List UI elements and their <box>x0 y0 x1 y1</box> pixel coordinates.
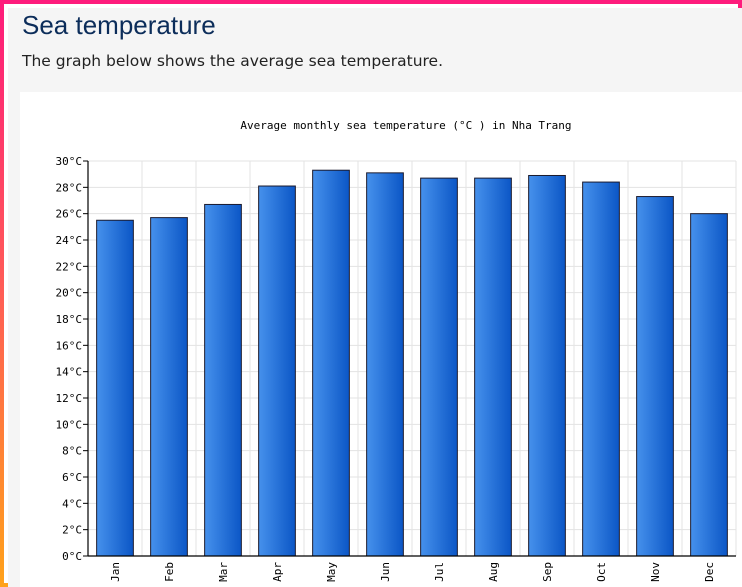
x-tick-label: Feb <box>163 562 176 582</box>
page-description: The graph below shows the average sea te… <box>22 52 444 70</box>
bar-aug <box>474 177 512 557</box>
x-tick-label: Dec <box>703 562 716 582</box>
y-tick-label: 28°C <box>56 181 83 194</box>
bar-feb <box>150 217 188 557</box>
x-tick-label: Oct <box>595 562 608 582</box>
y-tick-label: 30°C <box>56 155 83 168</box>
chart-grid <box>88 160 737 556</box>
bar-may <box>312 169 350 557</box>
x-tick-label: Jun <box>379 562 392 582</box>
y-tick-label: 12°C <box>56 392 83 405</box>
y-tick-label: 24°C <box>56 234 83 247</box>
bar-jun <box>366 172 404 557</box>
x-tick-label: Jul <box>433 562 446 582</box>
y-tick-label: 18°C <box>56 313 83 326</box>
x-tick-label: Nov <box>649 562 662 582</box>
y-tick-label: 26°C <box>56 208 83 221</box>
x-axis: Jan Feb Mar Apr May Jun Jul Aug Sep Oct Nov Dec <box>88 555 736 582</box>
y-tick-label: 8°C <box>62 445 82 458</box>
page-content: Sea temperature The graph below shows th… <box>8 8 742 587</box>
x-tick-label: Mar <box>217 562 230 582</box>
x-tick-label: May <box>325 562 338 582</box>
y-tick-label: 0°C <box>62 550 82 563</box>
y-tick-label: 6°C <box>62 471 82 484</box>
bar-dec <box>690 213 728 557</box>
bar-sep <box>528 174 566 557</box>
bar-mar <box>204 203 242 557</box>
bar-apr <box>258 185 296 557</box>
x-tick-label: Aug <box>487 562 500 582</box>
y-tick-label: 22°C <box>56 260 83 273</box>
x-tick-label: Apr <box>271 562 284 582</box>
x-tick-label: Sep <box>541 562 554 582</box>
y-tick-label: 16°C <box>56 339 83 352</box>
bar-jul <box>420 177 458 557</box>
y-tick-label: 10°C <box>56 418 83 431</box>
x-tick-label: Jan <box>109 562 122 582</box>
y-tick-label: 20°C <box>56 287 83 300</box>
chart-bars <box>96 169 728 557</box>
bar-nov <box>636 196 674 557</box>
y-axis: 0°C 2°C 4°C 6°C 8°C 10°C 12°C 14°C 16°C 18°C 20°C 2… <box>56 155 89 563</box>
y-tick-label: 14°C <box>56 366 83 379</box>
bar-oct <box>582 181 620 557</box>
sea-temperature-chart: Average monthly sea temperature (°C ) in… <box>56 119 737 582</box>
bar-jan <box>96 219 134 557</box>
y-tick-label: 2°C <box>62 524 82 537</box>
y-tick-label: 4°C <box>62 497 82 510</box>
chart-title: Average monthly sea temperature (°C ) in… <box>240 119 571 132</box>
chart-panel: Average monthly sea temperature (°C ) in… <box>20 92 742 587</box>
page-title: Sea temperature <box>22 10 216 40</box>
